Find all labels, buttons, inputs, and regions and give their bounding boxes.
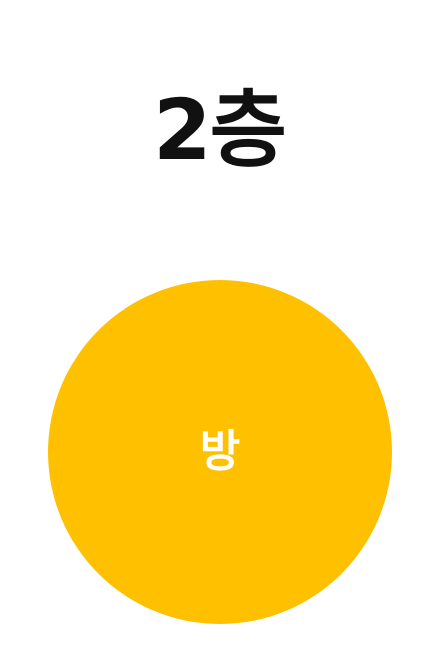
floor-title: 2층 <box>153 81 287 179</box>
room-button[interactable]: 방 <box>48 280 392 624</box>
room-label: 방 <box>199 426 241 477</box>
